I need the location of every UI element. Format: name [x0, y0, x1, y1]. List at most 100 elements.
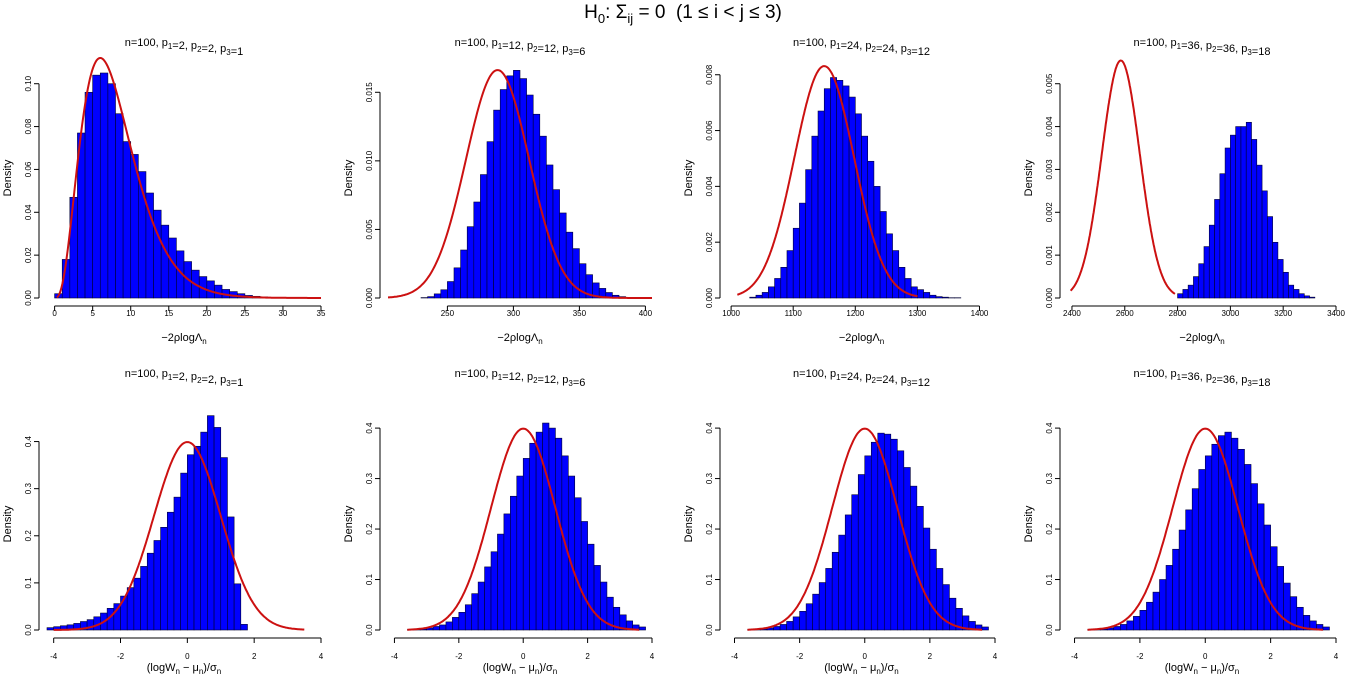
- y-tick-label: 0.0: [365, 624, 374, 636]
- histogram-bar: [160, 224, 170, 299]
- x-tick-label: 2: [585, 652, 590, 661]
- histogram-bar: [593, 565, 601, 631]
- histogram-bar: [486, 141, 494, 299]
- x-tick-label: 350: [573, 309, 587, 318]
- x-tick-label: 1400: [971, 309, 989, 318]
- histogram-bar: [805, 603, 813, 631]
- histogram-bar: [1172, 548, 1180, 631]
- x-tick-label: 2800: [1169, 309, 1187, 318]
- histogram-bar: [1261, 190, 1268, 299]
- histogram-bar: [877, 432, 885, 631]
- histogram-bar: [160, 526, 168, 631]
- histogram-bar: [786, 621, 794, 631]
- x-axis-label: (logWn − μn)/σn: [824, 662, 898, 676]
- histogram-bar: [493, 109, 501, 299]
- histogram-bar: [916, 506, 924, 631]
- histogram-bar: [851, 494, 859, 631]
- y-tick-label: 0.1: [365, 573, 374, 585]
- histogram-bar: [1309, 296, 1316, 299]
- histogram-bar: [897, 450, 905, 631]
- histogram-bar: [559, 212, 567, 299]
- x-tick-label: 3400: [1327, 309, 1345, 318]
- histogram-bar: [780, 267, 788, 299]
- x-axis-label: −2ρlogΛn: [839, 332, 884, 346]
- histogram-bar: [823, 88, 831, 299]
- x-tick-label: 1000: [722, 309, 740, 318]
- histogram-bar: [1272, 241, 1279, 299]
- title-h-sub: 0: [597, 10, 606, 26]
- histogram-bar: [207, 415, 215, 631]
- histogram-bar: [453, 267, 461, 299]
- histogram-bar: [1198, 263, 1205, 299]
- histogram-bar: [886, 233, 893, 299]
- histogram-bar: [774, 278, 782, 299]
- histogram-bar: [227, 516, 235, 631]
- histogram-panel: n=100, p1=12, p2=12, p3=6 -4 -2 0 2 4 0.0 0.1 0.…: [343, 368, 655, 676]
- histogram-bar: [213, 427, 222, 631]
- x-tick-label: 4: [1334, 652, 1339, 661]
- histogram-bar: [1204, 455, 1213, 631]
- y-tick-label: 0.3: [1045, 472, 1054, 484]
- y-tick-label: 0.08: [24, 118, 33, 134]
- histogram-bar: [1304, 295, 1310, 299]
- histogram-bar: [1146, 601, 1154, 631]
- histogram-bar: [107, 83, 116, 299]
- histogram-bar: [168, 237, 177, 299]
- panel-title: n=100, p1=24, p2=24, p3=12: [793, 368, 930, 389]
- y-tick-label: 0.4: [705, 422, 714, 434]
- histogram-bar: [830, 77, 837, 299]
- x-tick-label: -4: [1071, 652, 1079, 661]
- histogram-bar: [565, 231, 574, 299]
- x-tick-label: -4: [50, 652, 58, 661]
- histogram-bar: [439, 624, 447, 631]
- histogram-bar: [836, 80, 844, 299]
- histogram-bar: [1237, 448, 1245, 631]
- y-tick-label: 0.002: [705, 232, 714, 253]
- x-tick-label: 5: [90, 309, 95, 318]
- histogram-bar: [923, 527, 931, 631]
- x-tick-label: 2: [252, 652, 257, 661]
- histogram-bar: [844, 514, 853, 631]
- histogram-bar: [929, 548, 937, 631]
- title-rest: = 0 (1 ≤ i < j ≤ 3): [633, 2, 782, 23]
- density-curve: [56, 57, 321, 299]
- histogram-bar: [1208, 224, 1215, 299]
- histogram-bar: [898, 267, 906, 299]
- histogram-bar: [1126, 620, 1134, 631]
- histogram-bar: [892, 250, 900, 299]
- x-tick-label: 35: [317, 309, 326, 318]
- x-tick-label: 2: [928, 652, 933, 661]
- x-tick-label: -2: [455, 652, 463, 661]
- histogram-bar: [220, 457, 228, 631]
- x-tick-label: 30: [278, 309, 287, 318]
- histogram-bar: [115, 113, 124, 299]
- histogram-bar: [522, 458, 530, 631]
- y-axis-label: Density: [1023, 505, 1035, 542]
- panel-title: n=100, p1=2, p2=2, p3=1: [125, 37, 244, 58]
- histogram-bar: [941, 296, 949, 299]
- y-axis-label: Density: [1023, 159, 1035, 196]
- histogram-bar: [1218, 435, 1226, 631]
- x-tick-label: -2: [1136, 652, 1144, 661]
- y-tick-label: 0.002: [1045, 202, 1054, 223]
- histogram-bar: [1187, 284, 1194, 299]
- histogram-bar: [1224, 147, 1231, 299]
- histogram-bar: [572, 248, 580, 299]
- histogram-bar: [497, 533, 505, 631]
- title-h: H: [584, 2, 598, 23]
- title-sigma-sub: ij: [627, 10, 634, 26]
- histogram-bar: [1293, 289, 1300, 299]
- y-axis-label: Density: [683, 159, 695, 196]
- histogram-bar: [506, 75, 514, 299]
- title-sigma: : Σ: [605, 2, 628, 23]
- histogram-bar: [1178, 529, 1186, 631]
- histogram-bar: [792, 227, 800, 299]
- y-tick-label: 0.10: [24, 75, 33, 91]
- x-tick-label: 4: [650, 652, 655, 661]
- y-axis-label: Density: [2, 505, 14, 542]
- histogram-bar: [466, 226, 475, 299]
- histogram-bar: [854, 113, 862, 299]
- histogram-bar: [1211, 443, 1219, 631]
- y-tick-label: 0.3: [24, 483, 33, 495]
